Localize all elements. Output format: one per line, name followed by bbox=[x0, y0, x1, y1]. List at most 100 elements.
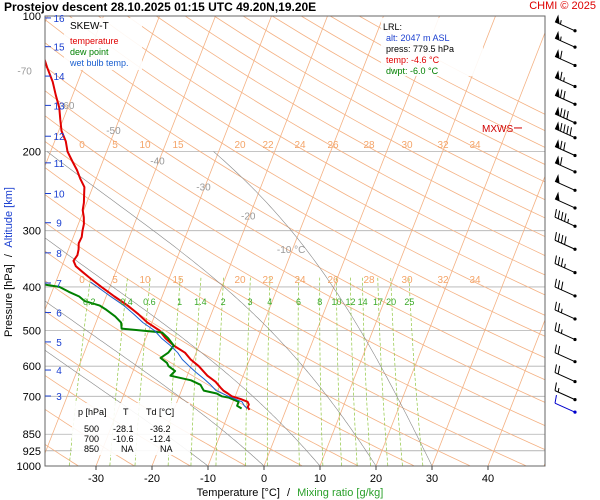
mixing-ratio-label: 12 bbox=[346, 297, 356, 307]
altitude-tick-label: 11 bbox=[54, 159, 65, 170]
summary-row-500-p: 500 bbox=[84, 424, 99, 434]
dry-adiabat-label: 30 bbox=[401, 140, 413, 151]
wind-barb-full bbox=[560, 281, 564, 290]
wind-barb-shaft bbox=[554, 77, 576, 87]
wind-barb-full bbox=[554, 322, 557, 331]
wind-barb-full bbox=[559, 108, 563, 117]
dry-adiabat-label: 30 bbox=[401, 275, 413, 286]
wind-barb-full bbox=[566, 110, 569, 120]
isotherm-label: -50 bbox=[106, 126, 121, 137]
summary-row-700-t: -10.6 bbox=[113, 434, 134, 444]
isotherm-line bbox=[45, 16, 104, 168]
dry-adiabat-label: 22 bbox=[262, 275, 274, 286]
pressure-tick-label: 500 bbox=[23, 326, 41, 338]
wind-barb-pennant bbox=[555, 49, 560, 59]
dry-adiabat-label: 20 bbox=[234, 275, 246, 286]
wind-barb-full bbox=[563, 109, 566, 118]
dry-adiabat-label: 0 bbox=[79, 275, 85, 286]
lrl-temp: temp: -4.6 °C bbox=[386, 55, 440, 65]
dry-adiabat-label: 28 bbox=[363, 140, 375, 151]
wind-barb-shaft bbox=[554, 180, 576, 191]
wind-barb bbox=[554, 30, 577, 49]
altitude-tick-label: 6 bbox=[56, 309, 62, 320]
altitude-tick-label: 14 bbox=[53, 72, 65, 83]
summary-row-500-td: -36.2 bbox=[150, 424, 171, 434]
altitude-tick-label: 5 bbox=[56, 338, 62, 349]
dry-adiabat-label: 32 bbox=[437, 140, 449, 151]
x-axis-label-temperature: Temperature [°C] bbox=[197, 487, 280, 499]
wind-barb bbox=[554, 106, 577, 125]
wind-barb-station-dot bbox=[573, 379, 577, 384]
dewpoint-profile-line bbox=[45, 283, 243, 410]
wind-barb-station-dot bbox=[573, 63, 577, 68]
wind-barb bbox=[554, 232, 577, 251]
summary-header-td: Td [°C] bbox=[146, 407, 174, 417]
summary-row-850-p: 850 bbox=[84, 444, 99, 454]
legend-item-wet-bulb: wet bulb temp. bbox=[69, 58, 129, 68]
legend-item-temperature: temperature bbox=[70, 36, 119, 46]
dry-adiabat-line bbox=[127, 16, 545, 257]
wind-barb-full bbox=[559, 157, 563, 166]
wind-barb-station-dot bbox=[573, 136, 577, 140]
wind-barb-shaft bbox=[554, 402, 576, 413]
wind-barb bbox=[554, 209, 577, 228]
wind-barb-shaft bbox=[554, 56, 576, 66]
wind-barb-pennant bbox=[555, 121, 560, 131]
wind-barb-half bbox=[563, 77, 565, 82]
dry-adiabat-label: 15 bbox=[172, 140, 184, 151]
dry-adiabat-line bbox=[45, 167, 545, 451]
wind-barb bbox=[554, 174, 577, 192]
wind-barb-station-dot bbox=[573, 170, 577, 174]
wind-barb-full bbox=[554, 278, 557, 288]
mixing-ratio-line bbox=[336, 276, 342, 466]
dry-adiabat-label: 26 bbox=[327, 140, 339, 151]
mixing-ratio-label: 3 bbox=[247, 297, 252, 307]
mixing-ratio-label: 10 bbox=[332, 297, 342, 307]
altitude-tick-label: 8 bbox=[56, 249, 62, 260]
wind-barb-full bbox=[559, 122, 563, 132]
dry-adiabat-line bbox=[156, 16, 545, 237]
y-axis-label-pressure: Pressure [hPa] bbox=[3, 264, 15, 337]
lrl-press: press: 779.5 hPa bbox=[386, 44, 454, 54]
dry-adiabat-line bbox=[45, 194, 528, 466]
pressure-tick-label: 300 bbox=[23, 226, 41, 238]
wind-barb-half bbox=[557, 387, 560, 393]
wind-barb-half bbox=[564, 263, 566, 269]
wind-barb-shaft bbox=[554, 390, 576, 401]
pressure-tick-label: 100 bbox=[23, 11, 41, 23]
wind-barb bbox=[554, 155, 577, 174]
x-tick-label: -20 bbox=[144, 473, 160, 485]
wind-barb-full bbox=[554, 301, 557, 311]
altitude-tick-label: 7 bbox=[56, 279, 62, 290]
wind-barb-shaft bbox=[554, 94, 576, 105]
isotherm-line bbox=[95, 16, 272, 466]
mixing-ratio-line bbox=[319, 276, 324, 466]
wind-barb-shaft bbox=[554, 21, 576, 32]
wind-barb-full bbox=[557, 210, 561, 219]
wind-barb-pennant bbox=[555, 139, 560, 149]
dry-adiabat-line bbox=[45, 280, 360, 466]
wind-barb-station-dot bbox=[573, 410, 577, 414]
y-axis-label: Pressure [hPa] / Altitude [km] bbox=[3, 187, 15, 337]
mixing-ratio-line bbox=[408, 276, 424, 466]
altitude-tick-label: 15 bbox=[53, 43, 65, 54]
wind-barb-station-dot bbox=[573, 337, 577, 342]
wind-barb-station-dot bbox=[573, 271, 577, 275]
copyright: CHMI © 2025 bbox=[529, 0, 596, 12]
wind-barb-shaft bbox=[554, 113, 576, 124]
mixing-ratio-label: 20 bbox=[386, 297, 396, 307]
lrl-title: LRL: bbox=[383, 22, 402, 32]
x-tick-label: 10 bbox=[314, 473, 326, 485]
isotherm-line bbox=[263, 16, 440, 466]
dry-adiabat-label: 10 bbox=[139, 140, 151, 151]
plot-background bbox=[45, 16, 545, 466]
dry-adiabat-label: 10 bbox=[139, 275, 151, 286]
mixing-ratio-line bbox=[350, 276, 358, 466]
altitude-tick-label: 13 bbox=[53, 101, 65, 112]
wind-barb-station-dot bbox=[573, 206, 577, 210]
wind-barb-station-dot bbox=[573, 317, 577, 321]
mixing-ratio-label: 2 bbox=[221, 297, 226, 307]
wind-barb-full bbox=[563, 90, 566, 100]
wind-barb-shaft bbox=[554, 162, 576, 173]
wind-barb-station-dot bbox=[573, 398, 577, 402]
